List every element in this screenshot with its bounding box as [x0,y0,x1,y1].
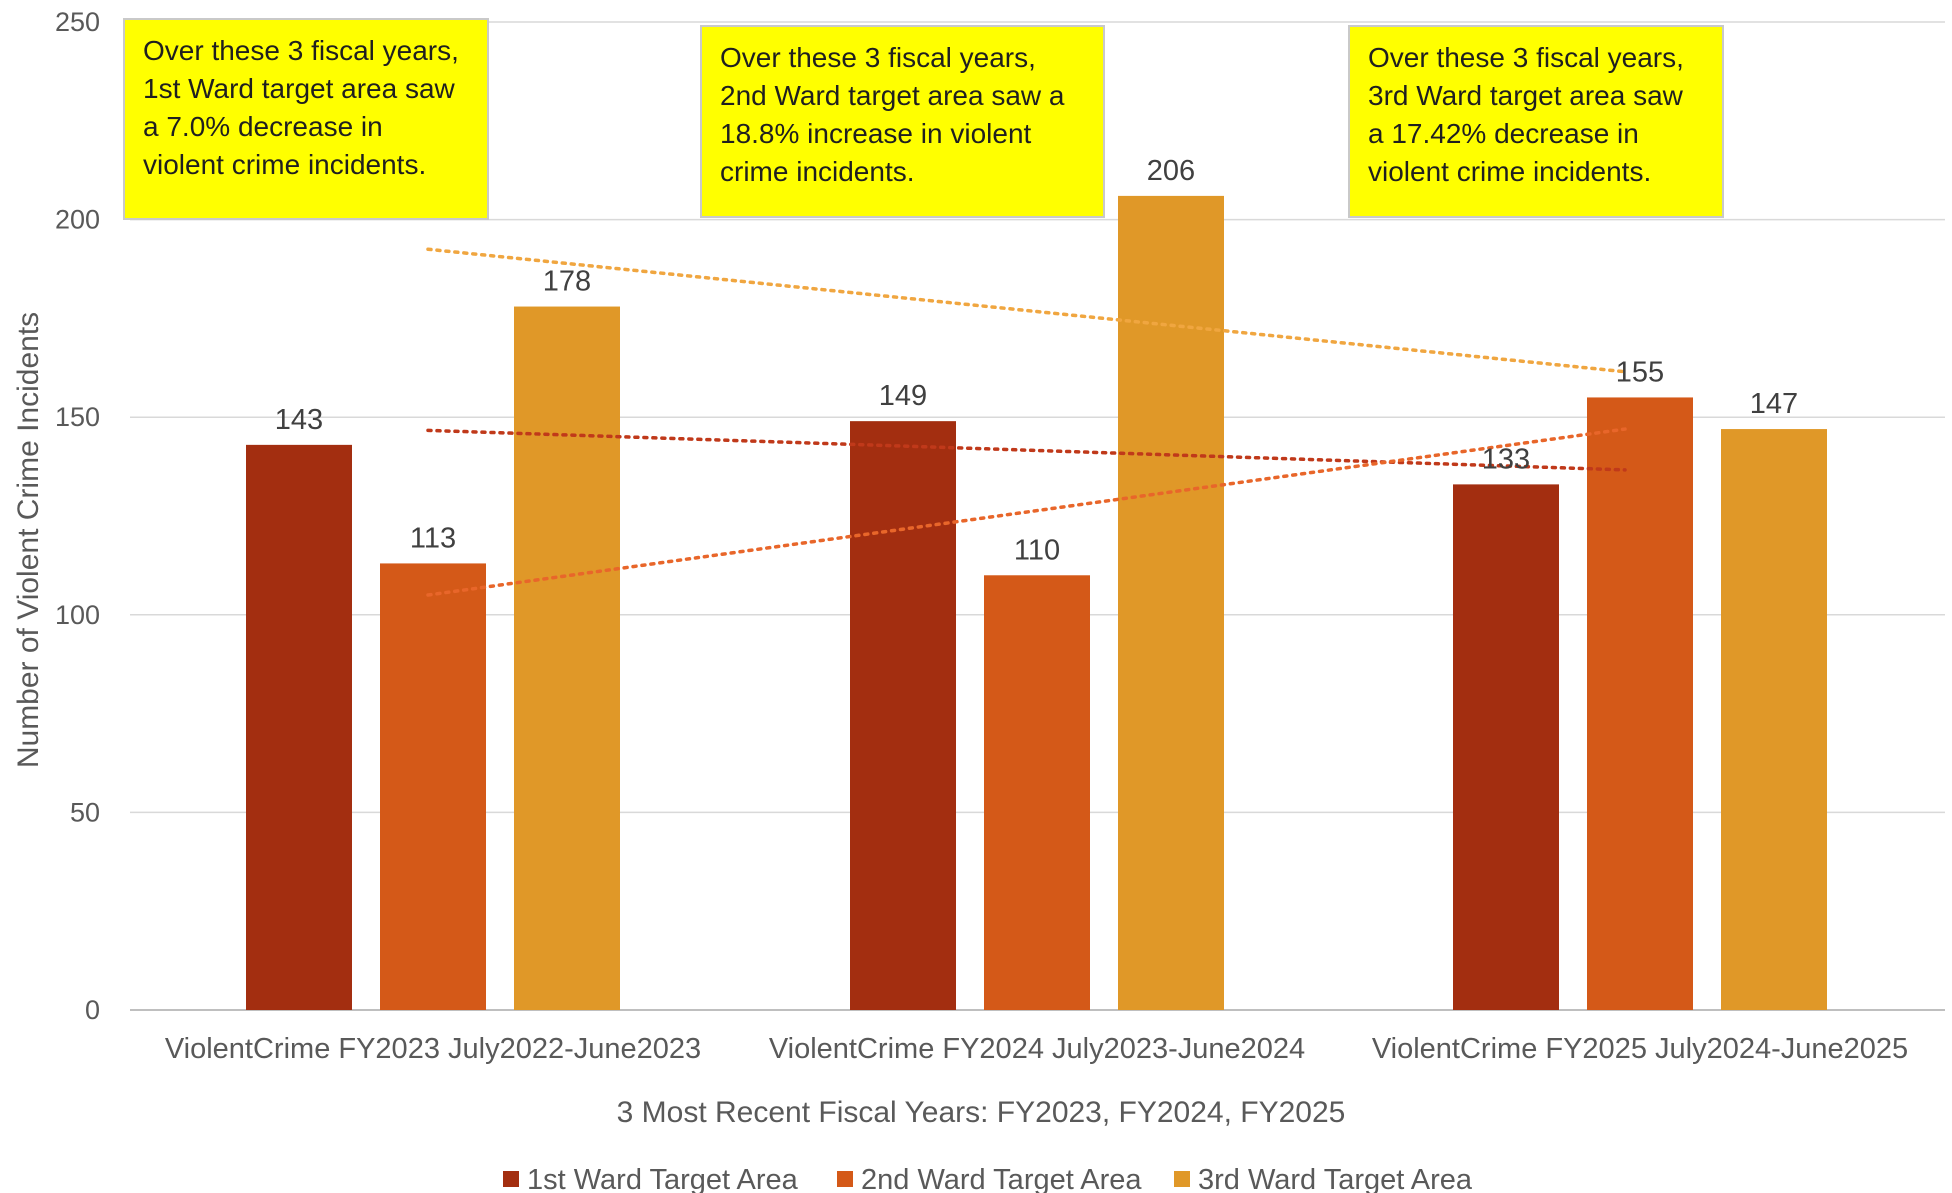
bar-series1-cat3 [1453,484,1559,1010]
trendline-series2 [426,427,1627,597]
y-tick-label: 200 [55,205,100,235]
bar-series1-cat2 [850,421,956,1011]
axes: 0 50 100 150 200 250 ViolentCrime FY2023 July2… [55,7,1908,1065]
x-tick-label: ViolentCrime FY2023 July2022-June2023 [165,1033,701,1065]
trendline-series1 [426,428,1627,472]
x-tick-label: ViolentCrime FY2025 July2024-June2025 [1372,1033,1908,1065]
legend-swatch-series3 [1174,1171,1190,1187]
data-label: 178 [543,266,591,298]
bar-series2-cat1 [380,563,486,1010]
data-label: 206 [1147,155,1195,187]
bar-series2-cat2 [984,575,1090,1010]
data-labels: 143 149 133 113 110 155 178 206 147 [275,155,1798,566]
annotation-3rd-ward: Over these 3 fiscal years, 3rd Ward targ… [1348,25,1724,218]
y-axis-title: Number of Violent Crime Incidents [12,312,45,768]
trendlines [426,247,1627,597]
bar-series3-cat3 [1721,429,1827,1010]
legend-swatch-series1 [503,1171,519,1187]
x-tick-label: ViolentCrime FY2024 July2023-June2024 [769,1033,1305,1065]
y-tick-label: 100 [55,600,100,630]
data-label: 155 [1616,356,1664,388]
legend: 1st Ward Target Area 2nd Ward Target Area… [503,1164,1473,1193]
data-label: 149 [879,380,927,412]
trendline-series3 [426,247,1627,374]
x-axis-title: 3 Most Recent Fiscal Years: FY2023, FY20… [617,1096,1346,1129]
bar-series1-cat1 [246,444,352,1010]
annotation-1st-ward: Over these 3 fiscal years, 1st Ward targ… [123,18,489,220]
y-tick-label: 0 [85,995,100,1025]
legend-label-series3: 3rd Ward Target Area [1198,1164,1473,1193]
bar-series3-cat1 [514,306,620,1010]
legend-swatch-series2 [837,1171,853,1187]
legend-label-series1: 1st Ward Target Area [527,1164,799,1193]
data-label: 147 [1750,388,1798,420]
y-tick-label: 150 [55,402,100,432]
bar-series2-cat3 [1587,397,1693,1010]
annotation-2nd-ward: Over these 3 fiscal years, 2nd Ward targ… [700,25,1105,218]
data-label: 113 [410,522,456,554]
y-tick-label: 50 [70,797,100,827]
legend-label-series2: 2nd Ward Target Area [861,1164,1142,1193]
y-tick-label: 250 [55,7,100,37]
data-label: 133 [1482,443,1530,475]
bars [246,195,1827,1011]
data-label: 143 [275,404,323,436]
data-label: 110 [1014,534,1060,566]
bar-series3-cat2 [1118,195,1224,1010]
